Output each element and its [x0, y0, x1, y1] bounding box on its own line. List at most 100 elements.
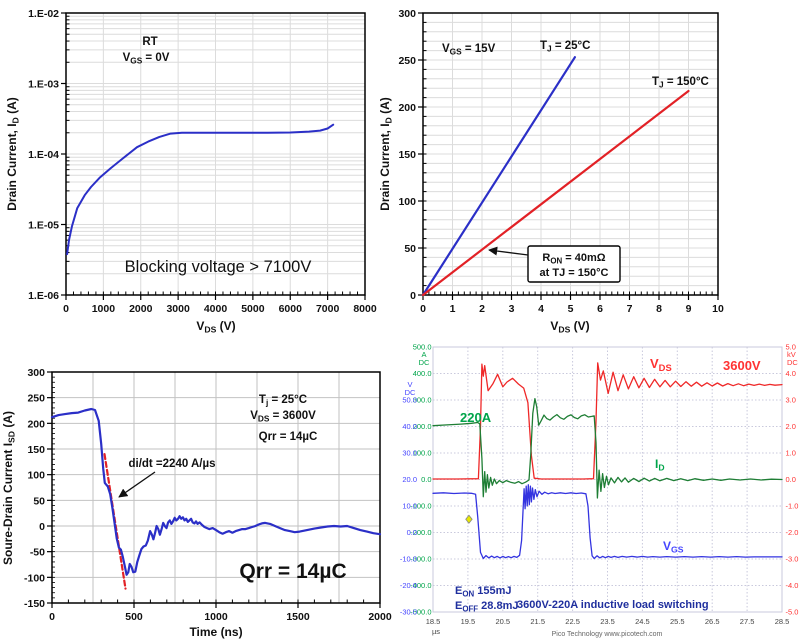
y-tick-label: -150 — [24, 598, 45, 610]
green-axis-tick: -100.0 — [410, 502, 431, 511]
green-axis-unit: A — [421, 350, 426, 359]
y-tick-label: 200 — [398, 102, 416, 114]
blue-axis-tick: -20.0 — [400, 581, 417, 590]
red-axis-tick: 3.0 — [786, 396, 796, 405]
blue-axis-tick: 0.0 — [407, 528, 417, 537]
green-axis-tick: 500.0 — [413, 343, 432, 352]
y-tick-label: 1.E-02 — [28, 8, 59, 20]
ron-arrow — [488, 246, 529, 256]
x-tick-label: 7000 — [316, 303, 340, 315]
time-axis-tick: 28.5 — [775, 617, 790, 626]
annotation-tj-150: TJ = 150°C — [652, 76, 709, 90]
green-axis-tick: 200.0 — [413, 422, 432, 431]
blocking-voltage-svg: 1.E-02 1.E-03 1.E-04 1.E-05 1.E-06 0 1000 2000 3… — [5, 8, 377, 335]
id-trace — [432, 398, 783, 499]
blue-axis-tick: 30.0 — [402, 449, 417, 458]
x-tick-label: 5 — [568, 303, 574, 315]
y-tick-label: 50 — [404, 243, 416, 255]
label-3600v: 3600V — [723, 358, 761, 373]
annotation-rt: RT — [142, 36, 157, 48]
chart-reverse-recovery: 300 250 200 150 100 50 0 -50 -100 -150 0 500 1000 150… — [0, 340, 400, 644]
y-tick-label: 150 — [398, 149, 416, 161]
annotation-didt: di/dt =2240 A/µs — [128, 458, 215, 470]
gridlines — [423, 13, 718, 295]
trigger-marker-diamond — [465, 514, 473, 524]
red-axis-tick: 5.0 — [786, 343, 796, 352]
annotation-qrr-large: Qrr = 14µC — [239, 560, 346, 583]
red-axis-tick: 2.0 — [786, 422, 796, 431]
green-axis-tick: -300.0 — [410, 555, 431, 564]
chart-blocking-voltage: 1.E-02 1.E-03 1.E-04 1.E-05 1.E-06 0 1000 2000 3… — [0, 0, 400, 335]
x-tick-label: 1000 — [204, 611, 228, 623]
tj25-line — [421, 56, 576, 297]
red-axis-tick: -3.0 — [786, 555, 799, 564]
gridlines — [66, 13, 365, 295]
y-tick-label: 1.E-06 — [28, 290, 59, 302]
green-axis-coupling: DC — [419, 358, 430, 367]
y-tick-label: 100 — [27, 470, 45, 482]
x-tick-label: 6 — [597, 303, 603, 315]
blue-axis-unit: V — [407, 380, 412, 389]
red-axis-tick: -5.0 — [786, 608, 799, 617]
axis-ticks: 0 50 100 150 200 250 300 0 1 2 3 4 5 6 7 8 9 10 — [398, 8, 724, 315]
y-tick-label: 0 — [410, 290, 416, 302]
x-tick-label: 4 — [538, 303, 544, 315]
x-tick-label: 1 — [450, 303, 456, 315]
annotation-tj: Tj = 25°C — [259, 394, 307, 408]
time-axis-tick: 26.5 — [705, 617, 720, 626]
y-tick-label: 250 — [27, 393, 45, 405]
x-tick-label: 1500 — [286, 611, 310, 623]
x-tick-label: 10 — [712, 303, 724, 315]
x-tick-label: 2000 — [129, 303, 153, 315]
blue-axis-coupling: DC — [405, 388, 416, 397]
x-tick-label: 2000 — [368, 611, 392, 623]
y-tick-label: 1.E-04 — [28, 149, 59, 161]
vgs-trace — [432, 484, 783, 560]
x-axis-title: Time (ns) — [189, 625, 242, 639]
scope-svg: 500.0 400.0 300.0 200.0 100.0 0.0 -100.0 -200.0… — [400, 335, 800, 644]
y-axis-title: Drain Current, ID (A) — [380, 97, 394, 211]
x-tick-label: 0 — [420, 303, 426, 315]
y-axis-title: Soure-Drain Current ISD (A) — [1, 411, 17, 565]
leakage-curve — [66, 123, 335, 256]
y-tick-label: -50 — [30, 547, 45, 559]
blue-axis-tick: 20.0 — [402, 475, 417, 484]
green-axis-tick: 400.0 — [413, 369, 432, 378]
label-eon: EON 155mJ — [455, 585, 512, 598]
x-tick-label: 3 — [509, 303, 515, 315]
blue-axis-tick: 10.0 — [402, 502, 417, 511]
y-tick-label: 300 — [398, 8, 416, 20]
time-axis-tick: 23.5 — [600, 617, 615, 626]
label-220a: 220A — [460, 410, 492, 425]
x-axis-title: VDS (V) — [550, 319, 589, 335]
scope-background — [400, 335, 800, 644]
label-caption: 3600V-220A inductive load switching — [517, 599, 709, 611]
annotation-vgs-0v: VGS = 0V — [123, 52, 170, 66]
green-axis-tick: 100.0 — [413, 449, 432, 458]
green-axis-tick: 300.0 — [413, 396, 432, 405]
didt-arrow — [118, 471, 156, 498]
time-axis-unit: µs — [432, 627, 440, 636]
y-tick-label: 50 — [33, 495, 45, 507]
tj150-line — [421, 89, 690, 297]
red-axis-tick: -4.0 — [786, 581, 799, 590]
vds-trace — [432, 362, 783, 480]
x-axis-title: VDS (V) — [196, 319, 235, 335]
x-tick-label: 6000 — [279, 303, 303, 315]
red-axis-tick: 0.0 — [786, 475, 796, 484]
label-vgs: VGS — [663, 539, 684, 555]
time-axis-tick: 27.5 — [740, 617, 755, 626]
blue-axis-tick: -30.0 — [400, 608, 417, 617]
label-eoff: EOFF 28.8mJ — [455, 600, 519, 613]
gridlines — [52, 372, 380, 603]
red-axis-tick: 1.0 — [786, 449, 796, 458]
time-axis-tick: 20.5 — [495, 617, 510, 626]
red-axis-tick: 4.0 — [786, 369, 796, 378]
y-tick-label: 250 — [398, 55, 416, 67]
axis-ticks: 1.E-02 1.E-03 1.E-04 1.E-05 1.E-06 0 1000 2000 3… — [28, 8, 377, 315]
green-axis-tick: -500.0 — [410, 608, 431, 617]
annotation-vds: VDS = 3600V — [250, 410, 316, 424]
